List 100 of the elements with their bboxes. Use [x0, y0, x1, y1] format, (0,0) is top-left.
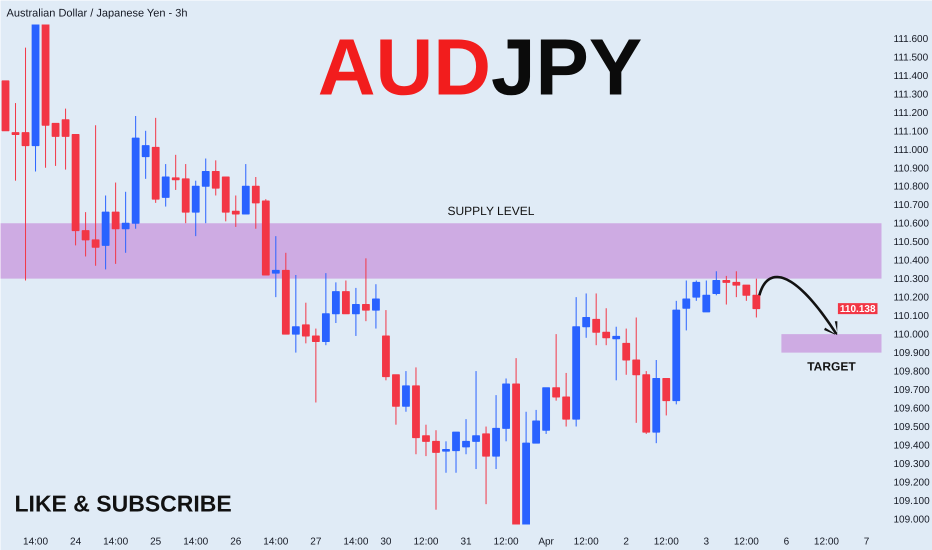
candlestick: [82, 212, 90, 257]
candlestick: [212, 160, 220, 196]
candlestick: [752, 278, 760, 318]
x-tick-label: 2: [623, 536, 630, 548]
candlestick: [482, 426, 490, 505]
candlestick: [162, 164, 170, 208]
x-tick-label: 24: [70, 536, 82, 548]
x-tick-label: 25: [150, 536, 162, 548]
annotation: 110.138: [840, 304, 876, 316]
annotation: LIKE & SUBSCRIBE: [14, 490, 232, 516]
x-tick-label: 12:00: [814, 536, 840, 548]
candlestick: [252, 176, 260, 230]
x-tick-label: Apr: [538, 536, 555, 548]
candlestick: [22, 47, 30, 282]
y-tick-label: 110.100: [894, 311, 930, 322]
candlestick: [602, 308, 610, 346]
y-tick-label: 110.700: [894, 200, 930, 212]
y-tick-label: 109.700: [894, 385, 930, 396]
candlestick: [532, 409, 540, 444]
x-tick-label: 14:00: [23, 536, 48, 548]
y-tick-label: 110.300: [894, 274, 930, 286]
x-tick-label: 3: [704, 536, 710, 548]
y-tick-label: 109.600: [894, 404, 930, 415]
candlestick: [112, 182, 120, 264]
candlestick: [722, 275, 730, 306]
candlestick: [202, 158, 210, 224]
candlestick: [422, 424, 430, 457]
y-tick-label: 109.500: [894, 422, 930, 434]
y-tick-label: 110.500: [894, 237, 930, 248]
y-tick-label: 110.900: [894, 163, 930, 174]
candlestick: [552, 334, 560, 402]
x-tick-label: 14:00: [343, 536, 369, 548]
band-label: TARGET: [807, 360, 856, 374]
candlestick: [92, 124, 100, 266]
candlestick: [12, 102, 20, 182]
candlestick: [342, 280, 350, 314]
x-tick-label: 6: [784, 536, 790, 548]
y-tick-label: 109.800: [894, 366, 930, 378]
y-tick-label: 110.800: [894, 182, 930, 193]
candlestick: [452, 432, 460, 474]
x-tick-label: 12:00: [654, 536, 680, 548]
y-tick-label: 111.400: [894, 70, 929, 82]
candlestick: [712, 270, 720, 296]
candlestick: [52, 122, 60, 166]
y-tick-label: 110.000: [894, 330, 930, 341]
x-tick-label: 14:00: [263, 536, 289, 548]
candlestick: [472, 370, 480, 470]
band-label: SUPPLY LEVEL: [447, 204, 535, 218]
candlestick: [692, 280, 700, 302]
y-tick-label: 111.600: [894, 34, 929, 45]
candlestick: [402, 370, 410, 412]
chart-title: AUDJPY: [318, 22, 642, 112]
candlestick: [582, 292, 590, 338]
y-tick-label: 111.200: [894, 108, 929, 119]
candlestick: [682, 280, 690, 331]
x-tick-label: 27: [310, 536, 322, 548]
x-tick-label: 12:00: [494, 536, 520, 548]
candlestick: [632, 316, 640, 424]
y-tick-label: 109.900: [894, 348, 930, 360]
chart-subtitle: Australian Dollar / Japanese Yen - 3h: [6, 8, 188, 20]
candlestick: [122, 191, 130, 254]
x-tick-label: 26: [230, 536, 242, 548]
candlestick: [142, 130, 150, 180]
x-tick-label: 14:00: [103, 536, 129, 548]
y-tick-label: 109.400: [894, 440, 930, 452]
x-tick-label: 30: [380, 536, 392, 548]
candlestick: [732, 270, 740, 298]
candlestick: [172, 154, 180, 190]
y-tick-label: 109.200: [894, 477, 930, 488]
candlestick: [332, 282, 340, 324]
candlestick: [592, 292, 600, 346]
y-tick-label: 109.000: [894, 514, 930, 526]
y-tick-label: 111.300: [894, 89, 929, 100]
candlestick: [352, 287, 360, 336]
x-tick-label: 14:00: [183, 536, 209, 548]
candlestick: [662, 378, 670, 416]
candlestick: [302, 302, 310, 344]
x-tick-label: 12:00: [574, 536, 600, 548]
candlestick: [372, 284, 380, 330]
y-tick-label: 111.100: [894, 126, 929, 138]
candlestick: [272, 236, 280, 298]
y-tick-label: 110.600: [894, 218, 930, 230]
candlestick: [62, 108, 70, 170]
candlestick: [742, 284, 750, 302]
candlestick: [562, 372, 570, 428]
y-tick-label: 109.100: [894, 496, 930, 507]
y-tick-label: 110.200: [894, 292, 930, 304]
x-tick-label: 12:00: [413, 536, 439, 548]
candlestick: [622, 328, 630, 376]
candlestick: [462, 418, 470, 455]
y-tick-label: 110.400: [894, 256, 930, 267]
y-tick-label: 111.000: [894, 144, 929, 156]
candlestick: [432, 430, 440, 510]
candlestick: [442, 440, 450, 474]
x-tick-label: 12:00: [734, 536, 760, 548]
candlestick: [232, 194, 240, 228]
candlestick: [362, 258, 370, 322]
candlestick: [292, 274, 300, 354]
candlestick: [312, 328, 320, 404]
y-tick-label: 111.500: [894, 52, 929, 64]
